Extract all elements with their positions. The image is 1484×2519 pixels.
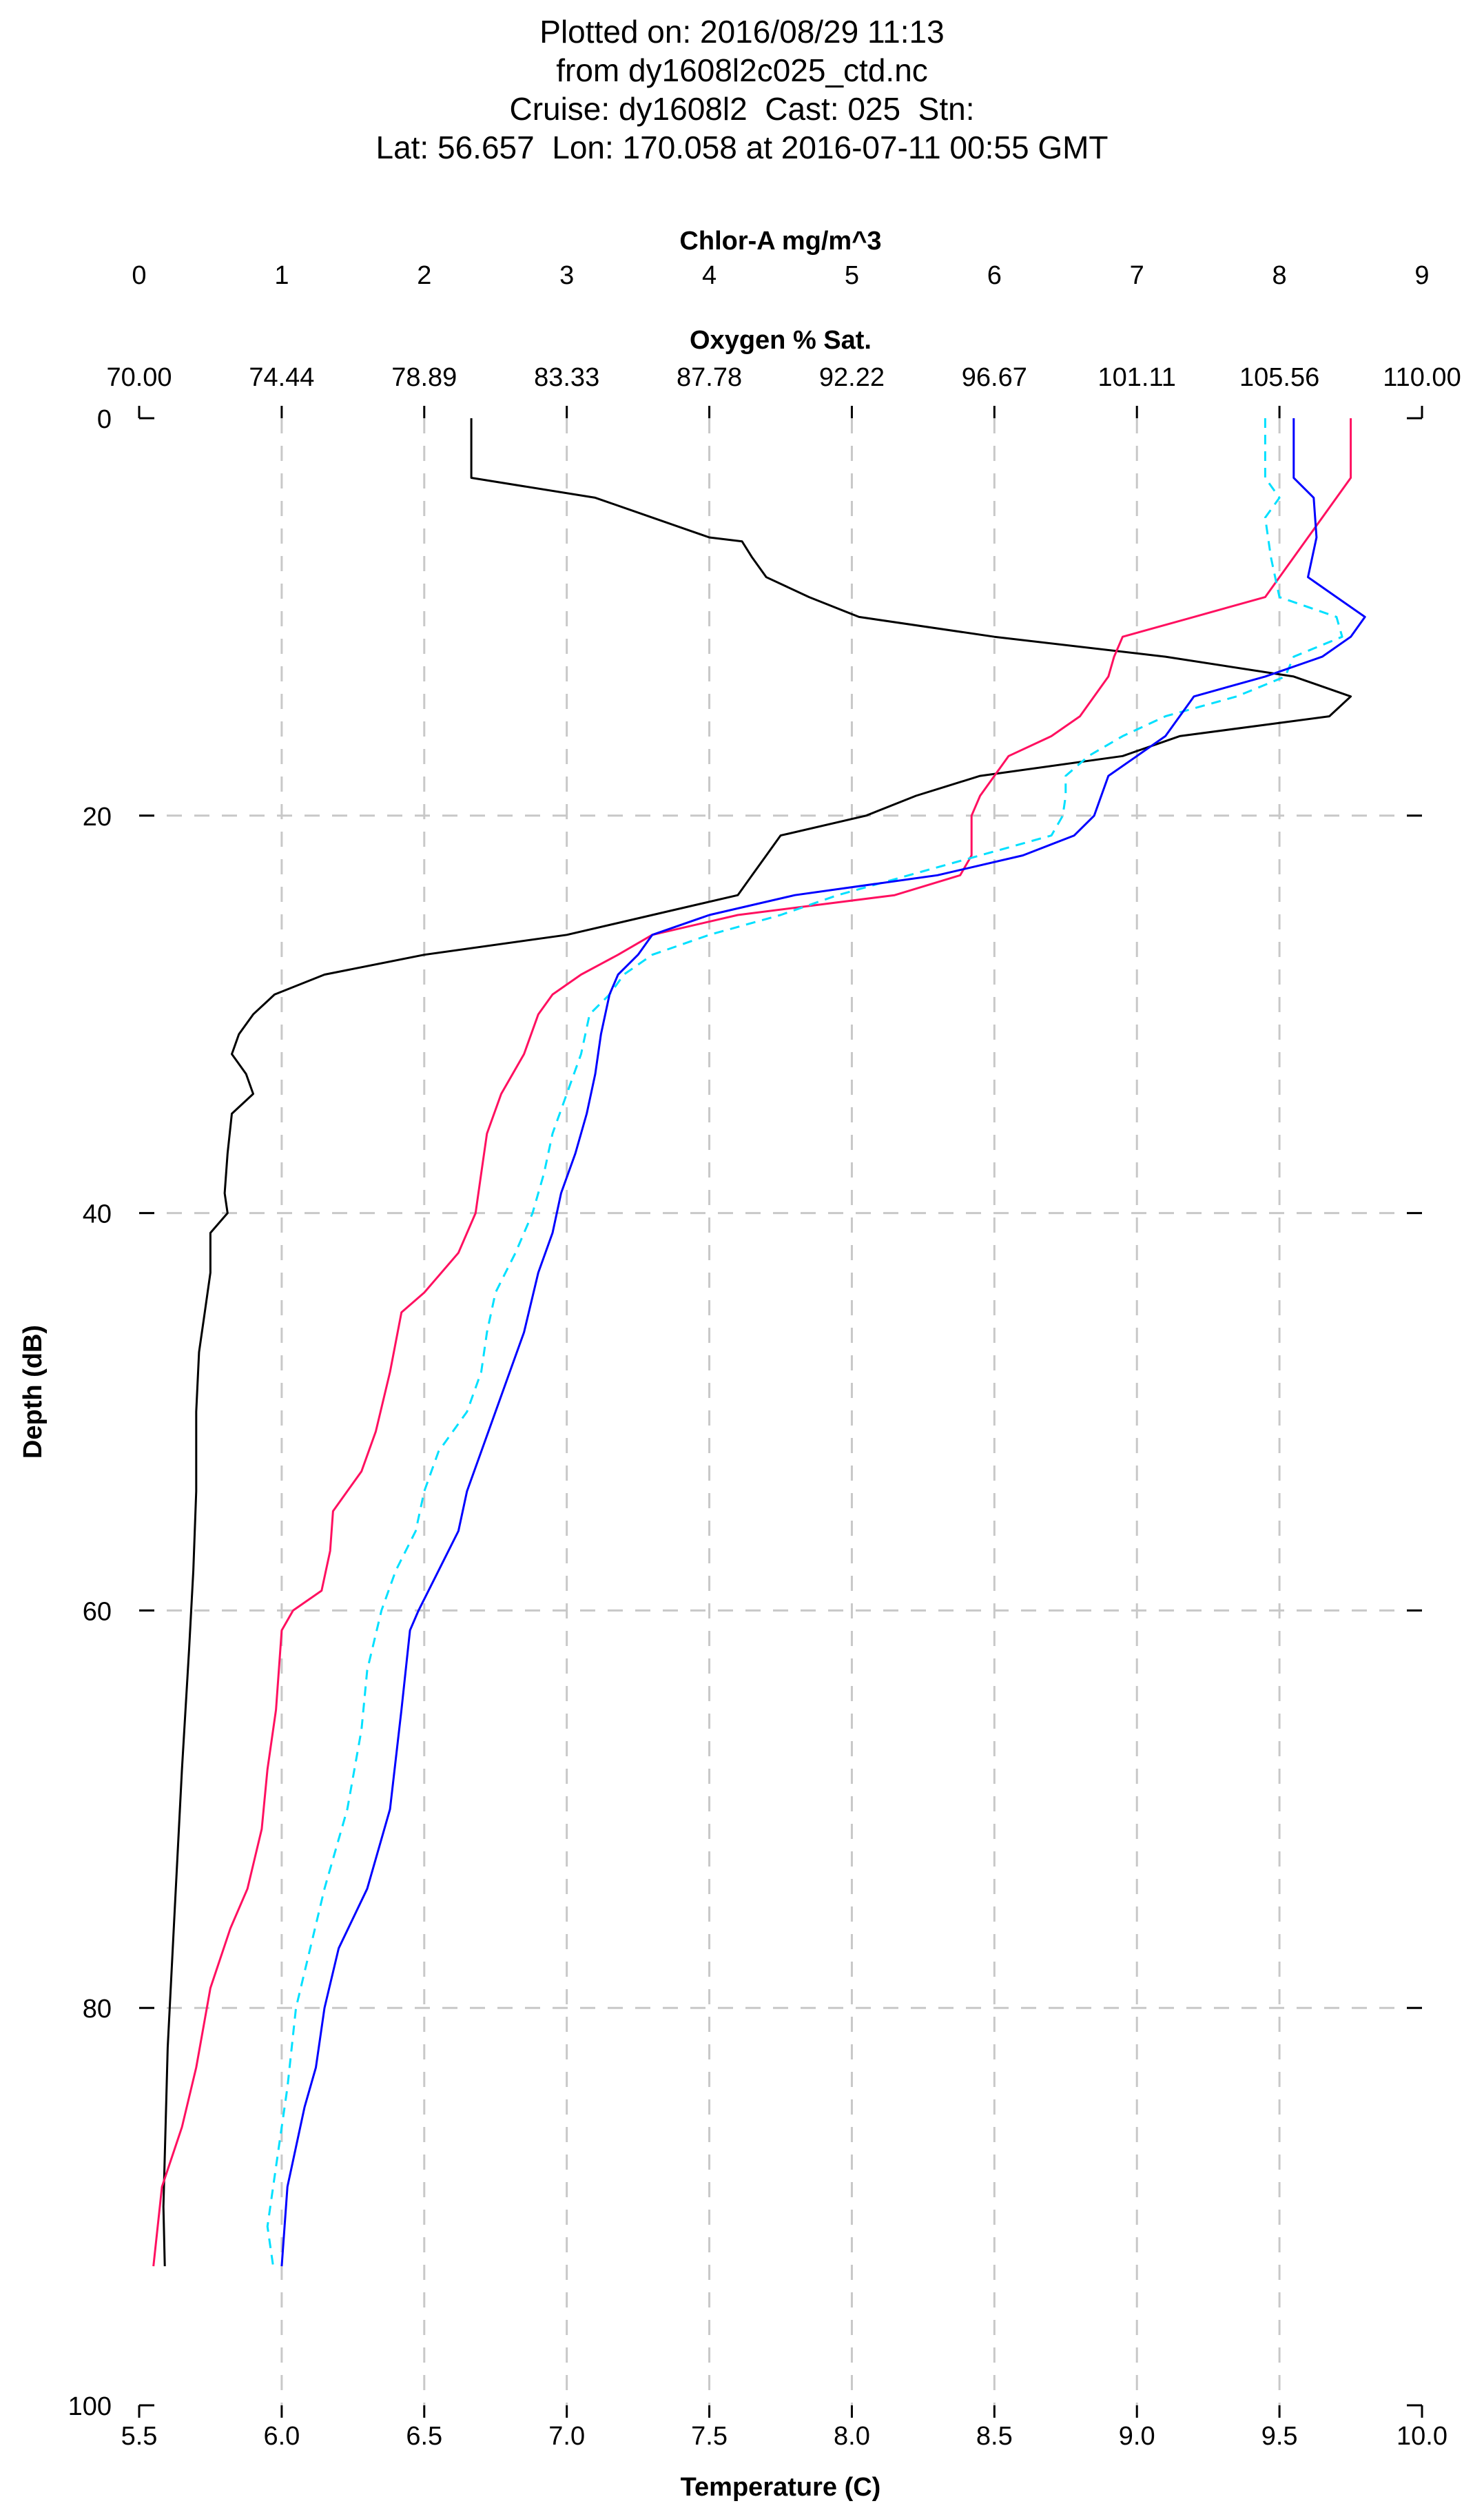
location-line: Lat: 56.657 Lon: 170.058 at 2016-07-11 0… xyxy=(375,130,1109,165)
temperature-tick-label: 6.5 xyxy=(406,2422,442,2451)
temperature-tick-label: 5.5 xyxy=(121,2422,158,2451)
oxygen-tick-label: 96.67 xyxy=(962,363,1027,392)
chlor-tick-label: 5 xyxy=(845,261,859,290)
depth-axis-title: Depth (dB) xyxy=(19,1325,48,1459)
temperature-tick-label: 7.5 xyxy=(691,2422,728,2451)
source-file-line: from dy1608l2c025_ctd.nc xyxy=(556,52,928,88)
depth-tick-label: 40 xyxy=(83,1200,112,1229)
temperature-tick-label: 6.0 xyxy=(263,2422,300,2451)
plot-date-line: Plotted on: 2016/08/29 11:13 xyxy=(539,14,945,50)
chlor-tick-label: 0 xyxy=(132,261,146,290)
oxygen-axis-title: Oxygen % Sat. xyxy=(690,326,872,355)
chlor-tick-label: 6 xyxy=(987,261,1002,290)
oxygen-tick-label: 70.00 xyxy=(106,363,172,392)
temperature-tick-label: 9.0 xyxy=(1119,2422,1155,2451)
oxygen-tick-label: 105.56 xyxy=(1239,363,1319,392)
chlor-tick-label: 4 xyxy=(702,261,717,290)
oxygen-tick-label: 87.78 xyxy=(677,363,742,392)
oxygen-tick-label: 101.11 xyxy=(1098,363,1176,392)
tick-labels: 070.005.5174.446.0278.896.5383.337.0487.… xyxy=(68,261,1461,2451)
temperature-tick-label: 9.5 xyxy=(1261,2422,1298,2451)
oxygen-tick-label: 78.89 xyxy=(391,363,457,392)
depth-tick-label: 100 xyxy=(68,2392,112,2421)
profile-line-1 xyxy=(162,418,1352,2267)
depth-tick-label: 60 xyxy=(83,1597,112,1626)
oxygen-tick-label: 74.44 xyxy=(249,363,314,392)
depth-tick-label: 80 xyxy=(83,1995,112,2024)
temperature-axis-title: Temperature (C) xyxy=(681,2473,881,2502)
profile-line-3 xyxy=(266,418,1343,2267)
series-layer xyxy=(152,418,1366,2267)
chlor-tick-label: 3 xyxy=(559,261,574,290)
profile-line-4 xyxy=(280,418,1366,2267)
cruise-line: Cruise: dy1608l2 Cast: 025 Stn: xyxy=(509,91,975,127)
depth-tick-label: 20 xyxy=(83,803,112,832)
temperature-tick-label: 7.0 xyxy=(548,2422,585,2451)
depth-tick-label: 0 xyxy=(97,405,112,434)
chlor-tick-label: 1 xyxy=(274,261,289,290)
axis-labels: Chlor-A mg/m^3 Oxygen % Sat. Temperature… xyxy=(19,227,882,2502)
temperature-tick-label: 10.0 xyxy=(1397,2422,1447,2451)
plot-header: Plotted on: 2016/08/29 11:13 from dy1608… xyxy=(0,12,1484,167)
grid-lines xyxy=(139,418,1422,2405)
oxygen-tick-label: 92.22 xyxy=(819,363,885,392)
chlor-tick-label: 2 xyxy=(417,261,431,290)
chlor-tick-label: 7 xyxy=(1130,261,1144,290)
chlor-tick-label: 9 xyxy=(1414,261,1429,290)
temperature-tick-label: 8.0 xyxy=(834,2422,870,2451)
axis-ticks xyxy=(138,406,1423,2418)
temperature-tick-label: 8.5 xyxy=(976,2422,1013,2451)
oxygen-tick-label: 110.00 xyxy=(1383,363,1461,392)
chlor-tick-label: 8 xyxy=(1272,261,1287,290)
profile-line-2 xyxy=(152,418,1352,2267)
chlor-axis-title: Chlor-A mg/m^3 xyxy=(679,227,881,256)
oxygen-tick-label: 83.33 xyxy=(534,363,599,392)
